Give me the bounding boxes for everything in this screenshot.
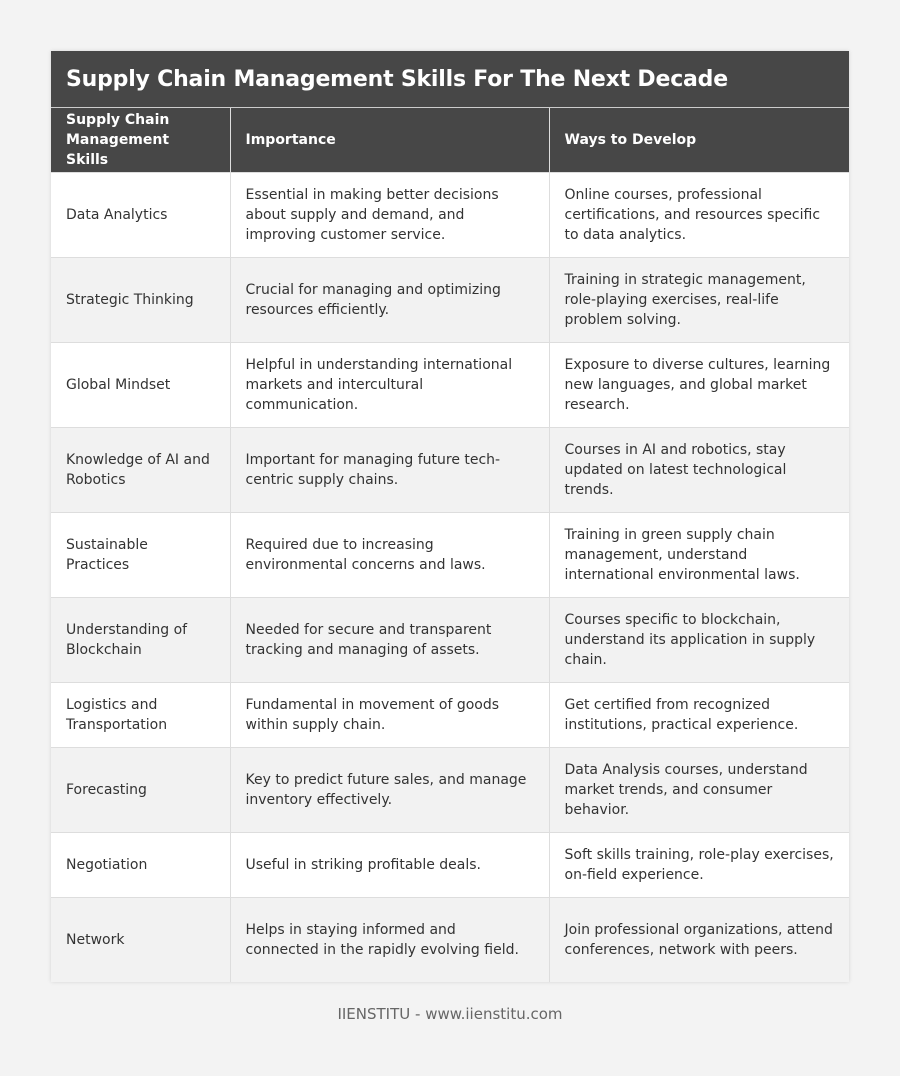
skill-cell: Understanding of Blockchain [51, 597, 231, 683]
skill-cell: Strategic Thinking [51, 257, 231, 343]
table-title: Supply Chain Management Skills For The N… [51, 51, 849, 108]
importance-cell: Important for managing future tech-centr… [230, 427, 550, 513]
importance-cell: Essential in making better decisions abo… [230, 172, 550, 258]
table-row: Global Mindset Helpful in understanding i… [51, 342, 849, 428]
ways-cell: Training in green supply chain managemen… [549, 512, 849, 598]
column-header-skill: Supply Chain Management Skills [51, 108, 231, 173]
skill-cell: Network [51, 897, 231, 982]
column-header-importance: Importance [230, 108, 550, 173]
ways-cell: Training in strategic management, role-p… [549, 257, 849, 343]
skill-cell: Sustainable Practices [51, 512, 231, 598]
importance-cell: Crucial for managing and optimizing reso… [230, 257, 550, 343]
ways-cell: Courses specific to blockchain, understa… [549, 597, 849, 683]
table-row: Data Analytics Essential in making better… [51, 172, 849, 258]
importance-cell: Required due to increasing environmental… [230, 512, 550, 598]
table-row: Logistics and Transportation Fundamental … [51, 682, 849, 748]
ways-cell: Data Analysis courses, understand market… [549, 747, 849, 833]
skill-cell: Logistics and Transportation [51, 682, 231, 748]
table-row: Knowledge of AI and Robotics Important fo… [51, 427, 849, 513]
importance-cell: Helpful in understanding international m… [230, 342, 550, 428]
importance-cell: Key to predict future sales, and manage … [230, 747, 550, 833]
footer-credit: IIENSTITU - www.iienstitu.com [337, 1005, 563, 1023]
importance-cell: Needed for secure and transparent tracki… [230, 597, 550, 683]
ways-cell: Soft skills training, role-play exercise… [549, 832, 849, 898]
skills-table-card: Supply Chain Management Skills For The N… [51, 51, 849, 982]
table-row: Sustainable Practices Required due to inc… [51, 512, 849, 598]
ways-cell: Courses in AI and robotics, stay updated… [549, 427, 849, 513]
table-row: Network Helps in staying informed and con… [51, 897, 849, 982]
table-row: Negotiation Useful in striking profitable… [51, 832, 849, 898]
header-row: Supply Chain Management Skills Importanc… [51, 108, 849, 173]
importance-cell: Fundamental in movement of goods within … [230, 682, 550, 748]
skill-cell: Knowledge of AI and Robotics [51, 427, 231, 513]
skill-cell: Global Mindset [51, 342, 231, 428]
ways-cell: Online courses, professional certificati… [549, 172, 849, 258]
skills-table: Supply Chain Management Skills Importanc… [51, 108, 849, 982]
ways-cell: Exposure to diverse cultures, learning n… [549, 342, 849, 428]
skill-cell: Negotiation [51, 832, 231, 898]
column-header-ways: Ways to Develop [549, 108, 849, 173]
ways-cell: Get certified from recognized institutio… [549, 682, 849, 748]
table-row: Forecasting Key to predict future sales, … [51, 747, 849, 833]
table-row: Understanding of Blockchain Needed for se… [51, 597, 849, 683]
importance-cell: Helps in staying informed and connected … [230, 897, 550, 982]
skill-cell: Data Analytics [51, 172, 231, 258]
importance-cell: Useful in striking profitable deals. [230, 832, 550, 898]
ways-cell: Join professional organizations, attend … [549, 897, 849, 982]
table-row: Strategic Thinking Crucial for managing a… [51, 257, 849, 343]
skill-cell: Forecasting [51, 747, 231, 833]
